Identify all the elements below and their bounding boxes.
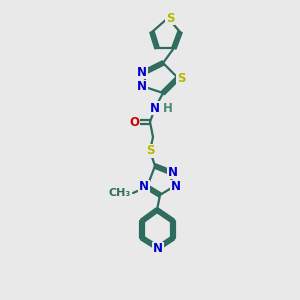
Text: N: N bbox=[137, 80, 147, 94]
Text: S: S bbox=[177, 71, 185, 85]
Text: N: N bbox=[139, 181, 149, 194]
Text: S: S bbox=[166, 11, 174, 25]
Text: CH₃: CH₃ bbox=[109, 188, 131, 198]
Text: N: N bbox=[150, 101, 160, 115]
Text: N: N bbox=[171, 181, 181, 194]
Text: S: S bbox=[146, 145, 154, 158]
Text: N: N bbox=[153, 242, 163, 256]
Text: H: H bbox=[163, 101, 173, 115]
Text: N: N bbox=[137, 65, 147, 79]
Text: O: O bbox=[129, 116, 139, 128]
Text: N: N bbox=[168, 166, 178, 178]
